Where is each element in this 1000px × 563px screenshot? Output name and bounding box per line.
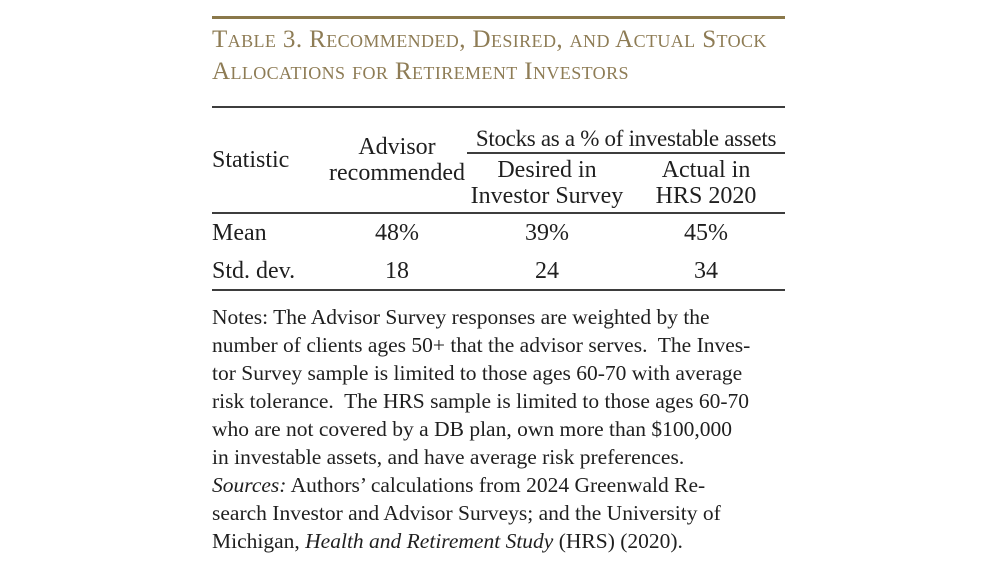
mean-label: Mean [212,220,267,246]
notes-line-1: Notes: The Advisor Survey responses are … [212,305,710,329]
table-title: Table 3. Recommended, Desired, and Actua… [212,24,785,88]
header-advisor-recommended: Advisor recommended [327,107,467,214]
mean-actual-value: 45% [684,220,728,246]
stddev-advisor-value: 18 [385,257,409,284]
header-desired-investor-survey: Desired in Investor Survey [467,153,627,214]
notes-line-4: risk tolerance. The HRS sample is limite… [212,389,750,413]
sources-label: Sources: [212,473,287,497]
table-row-stddev: Std. dev. 18 24 34 [212,253,785,290]
table-figure: Table 3. Recommended, Desired, and Actua… [212,16,786,555]
notes-line-2: number of clients ages 50+ that the advi… [212,333,751,357]
notes-line-6: in investable assets, and have average r… [212,445,685,469]
header-row-1: Statistic Advisor recommended Stocks as a… [212,107,786,214]
table-row-mean: Mean 48% 39% 45% [212,213,785,253]
header-row-2: Desired in Investor Survey Actual in HRS 2… [212,153,786,214]
header-actual-hrs-2020: Actual in HRS 2020 [627,153,786,214]
sources-line-3-pre: Michigan, [212,529,306,553]
sources-line-2: search Investor and Advisor Surveys; and… [212,501,721,525]
header-desired-line2: Investor Survey [470,183,624,209]
title-top-rule [212,16,785,19]
hrs-study-title: Health and Retirement Study [305,529,554,553]
header-actual-line1: Actual in [661,157,751,183]
notes-line-5: who are not covered by a DB plan, own mo… [212,417,733,441]
mean-advisor-value: 48% [375,220,419,246]
allocations-table: Statistic Advisor recommended Stocks as a… [212,106,786,291]
header-advisor-line1: Advisor [358,134,436,160]
notes-block: Notes: The Advisor Survey responses are … [212,303,785,555]
header-actual-line2: HRS 2020 [655,183,757,209]
stddev-label: Std. dev. [212,257,296,284]
sources-line-3-post: (HRS) (2020). [553,529,683,553]
table-title-line2: Allocations for Retirement Investors [212,58,629,85]
sources-line-1-rest: Authors’ calculations from 2024 Greenwal… [286,473,706,497]
sources-line-3: Michigan, Health and Retirement Study (H… [212,527,785,555]
header-advisor-line2: recommended [329,160,465,186]
header-stocks-span: Stocks as a % of investable assets [467,107,786,154]
sources-line-1: Sources: Authors’ calculations from 2024… [212,471,785,499]
stddev-actual-value: 34 [694,257,718,284]
mean-desired-value: 39% [525,220,569,246]
header-statistic: Statistic [212,107,327,214]
table-title-line1: Table 3. Recommended, Desired, and Actua… [212,26,767,53]
stddev-desired-value: 24 [535,257,559,284]
notes-line-3: tor Survey sample is limited to those ag… [212,361,743,385]
header-desired-line1: Desired in [497,157,597,183]
